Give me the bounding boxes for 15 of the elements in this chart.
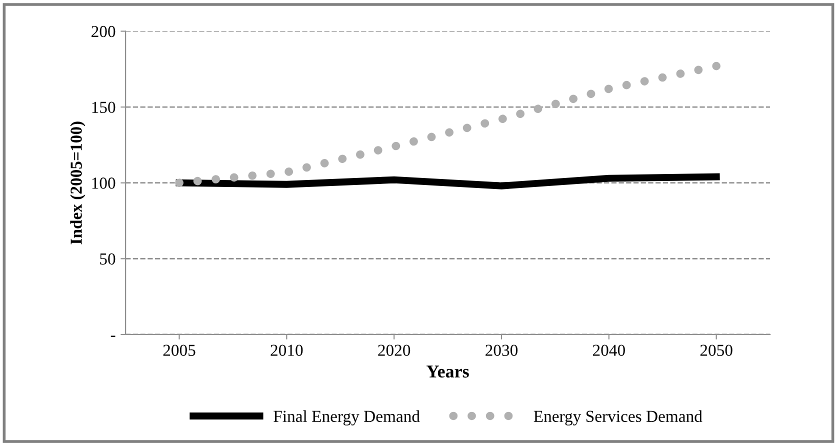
x-tick-label: 2010	[270, 344, 303, 356]
x-tick-label: 2050	[700, 344, 732, 356]
y-tick-label: 150	[92, 102, 116, 113]
y-tick-label: 200	[92, 26, 116, 38]
x-axis-title: Years	[426, 366, 469, 378]
x-tick-label: 2040	[592, 344, 625, 356]
x-tick-label: 2020	[378, 344, 410, 356]
x-tick-label: 2030	[486, 344, 518, 356]
legend-label: Energy Services Demand	[534, 410, 702, 426]
legend-label: Final Energy Demand	[274, 410, 420, 426]
y-tick-label: -	[110, 336, 116, 337]
x-tick-label: 2005	[163, 344, 196, 356]
y-tick-label: 50	[100, 253, 116, 265]
y-tick-label: 100	[92, 178, 116, 189]
y-axis-title: Index (2005=100)	[70, 122, 86, 244]
